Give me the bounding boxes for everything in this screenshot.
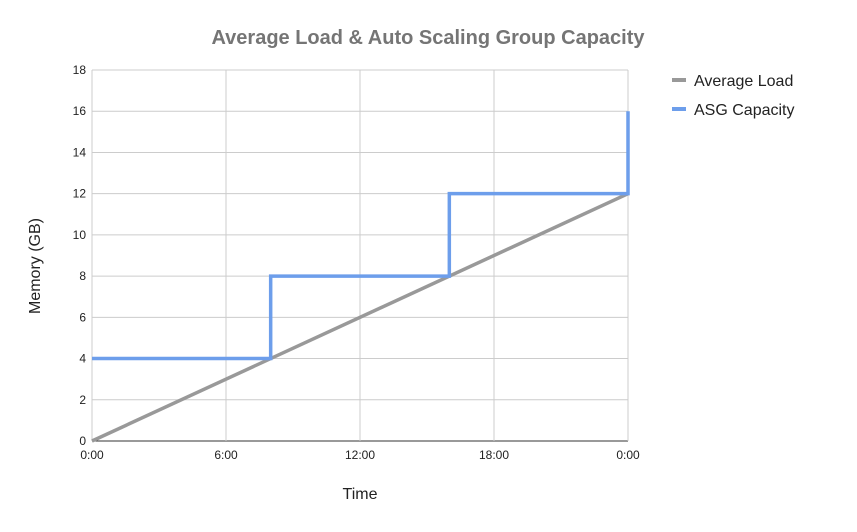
y-tick-label: 2 [79,393,86,407]
y-tick-label: 18 [73,63,87,77]
y-tick-label: 4 [79,352,86,366]
y-tick-label: 6 [79,310,86,324]
x-tick-label: 6:00 [214,448,238,462]
tick-labels: 0 2 4 6 8 10 12 14 16 18 0:00 6:00 12:00 18:00 0:00 [73,63,640,462]
x-tick-label: 18:00 [479,448,509,462]
legend-label: Average Load [694,73,793,90]
x-tick-label: 0:00 [616,448,640,462]
y-tick-label: 14 [73,145,87,159]
legend: Average Load ASG Capacity [672,73,794,119]
x-tick-label: 12:00 [345,448,375,462]
y-tick-label: 8 [79,269,86,283]
y-tick-label: 16 [73,104,87,118]
series-line-asg-capacity [92,111,630,361]
legend-label: ASG Capacity [694,102,794,119]
y-axis-label: Memory (GB) [27,218,44,314]
y-tick-label: 10 [73,228,87,242]
gridlines [91,69,629,442]
x-axis-label: Time [343,486,378,503]
x-tick-label: 0:00 [80,448,104,462]
series-line-average-load [91,192,629,443]
chart-title: Average Load & Auto Scaling Group Capaci… [211,27,645,49]
y-tick-label: 0 [79,434,86,448]
series-lines [91,111,630,443]
y-tick-label: 12 [73,187,87,201]
